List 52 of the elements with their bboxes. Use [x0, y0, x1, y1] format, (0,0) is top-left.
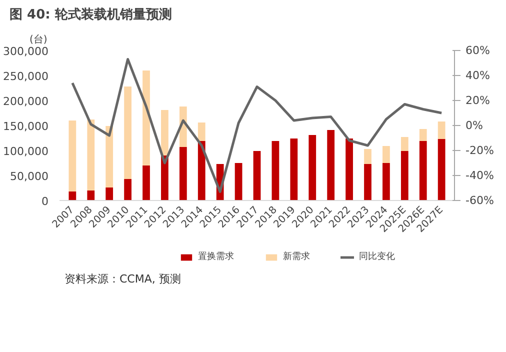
- bar: [400, 137, 408, 151]
- bar: [290, 138, 298, 200]
- legend-label: 同比变化: [359, 250, 395, 263]
- legend-label: 置换需求: [198, 250, 234, 263]
- bar: [253, 151, 261, 200]
- chart-title: 图 40: 轮式装载机销量预测: [10, 6, 172, 22]
- bar: [198, 141, 206, 200]
- bar: [438, 122, 446, 139]
- y-axis-title: (台): [30, 34, 48, 46]
- bar: [68, 192, 76, 200]
- y-tick-label: 250,000: [3, 70, 49, 83]
- line-series: [71, 58, 443, 193]
- bar: [382, 146, 390, 163]
- y-tick-label: 100,000: [3, 145, 49, 158]
- y2-tick-label: -20%: [466, 144, 494, 157]
- bar: [124, 86, 132, 179]
- y-tick-label: 150,000: [3, 120, 49, 133]
- bar: [419, 141, 427, 200]
- bar: [106, 188, 114, 200]
- bar: [106, 126, 114, 188]
- bar: [87, 120, 95, 190]
- text: 资料来源：CCMA, 预测: [64, 272, 181, 286]
- y2-tick-label: 20%: [466, 94, 490, 107]
- bar: [198, 122, 206, 141]
- bar: [382, 163, 390, 200]
- y-tick-label: 0: [42, 195, 48, 208]
- bar: [400, 151, 408, 200]
- bar: [308, 135, 316, 200]
- legend-label: 新需求: [283, 250, 310, 263]
- bar: [364, 164, 372, 200]
- bar: [87, 190, 95, 200]
- bar: [272, 141, 280, 200]
- bar: [161, 110, 168, 156]
- bar: [68, 120, 76, 192]
- bar: [234, 163, 242, 200]
- y2-tick-label: 40%: [466, 69, 490, 82]
- bar: [142, 70, 150, 166]
- bar: [179, 147, 187, 200]
- bar: [142, 166, 150, 200]
- bar: [364, 149, 372, 164]
- y2-tick-label: -40%: [466, 169, 494, 182]
- y2-tick-label: 60%: [466, 44, 490, 57]
- y-tick-label: 300,000: [3, 45, 49, 58]
- bar: [327, 130, 335, 200]
- y2-tick-label: 0%: [466, 119, 483, 132]
- bar: [346, 138, 353, 200]
- y-tick-label: 50,000: [10, 170, 49, 183]
- bar: [419, 129, 427, 141]
- bar: [438, 139, 446, 200]
- y-tick-label: 200,000: [3, 95, 49, 108]
- y2-tick-label: -60%: [466, 194, 494, 207]
- bar: [124, 179, 132, 200]
